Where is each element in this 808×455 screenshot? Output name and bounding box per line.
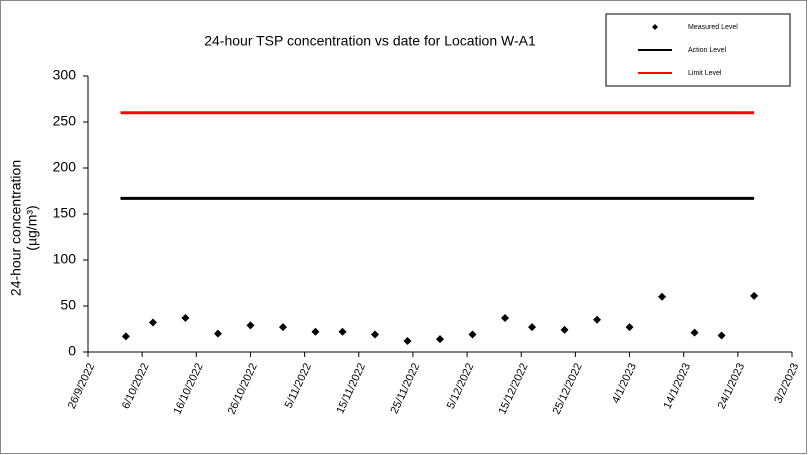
legend-box bbox=[605, 13, 791, 87]
data-point bbox=[528, 323, 537, 332]
data-point bbox=[436, 335, 444, 344]
data-point bbox=[750, 291, 759, 300]
data-point bbox=[121, 332, 130, 341]
data-point bbox=[181, 313, 190, 322]
data-point bbox=[403, 336, 412, 345]
data-point bbox=[311, 327, 320, 336]
data-point bbox=[278, 323, 287, 332]
legend-label: Measured Level bbox=[688, 24, 738, 31]
legend-label: Action Level bbox=[688, 47, 727, 54]
data-point bbox=[625, 323, 634, 332]
y-axis-label: (µg/m³) bbox=[24, 205, 40, 250]
data-point bbox=[500, 313, 509, 322]
data-point bbox=[593, 315, 602, 324]
data-point bbox=[371, 330, 380, 339]
data-point bbox=[213, 329, 222, 338]
y-tick-label: 50 bbox=[60, 297, 76, 313]
data-point bbox=[690, 328, 699, 337]
y-axis-label: 24-hour concentration bbox=[8, 160, 24, 296]
data-point bbox=[148, 318, 157, 327]
data-point bbox=[560, 325, 569, 334]
legend-label: Limit Level bbox=[688, 70, 722, 77]
y-tick-label: 150 bbox=[53, 205, 77, 221]
data-point bbox=[338, 327, 347, 336]
y-tick-label: 100 bbox=[53, 251, 77, 267]
data-point bbox=[658, 292, 667, 301]
chart-title: 24-hour TSP concentration vs date for Lo… bbox=[204, 33, 536, 49]
legend-swatch bbox=[652, 24, 658, 30]
data-point bbox=[717, 331, 726, 340]
data-point bbox=[246, 321, 255, 330]
y-tick-label: 0 bbox=[68, 343, 76, 359]
y-tick-label: 250 bbox=[53, 113, 77, 129]
y-tick-label: 200 bbox=[53, 159, 77, 175]
data-point bbox=[468, 330, 477, 339]
y-tick-label: 300 bbox=[53, 67, 77, 83]
